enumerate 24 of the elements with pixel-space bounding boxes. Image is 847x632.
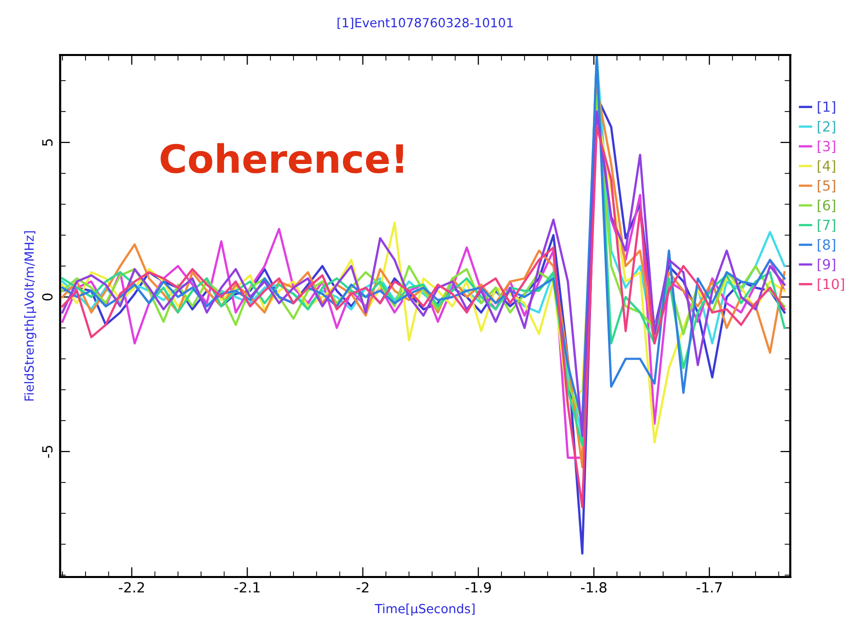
x-tick-label: -1.7 <box>696 582 722 592</box>
x-tick-label: -2.1 <box>234 582 260 592</box>
legend-label: [5] <box>818 180 836 192</box>
legend-label: [6] <box>818 200 836 212</box>
x-tick-label: -2.2 <box>118 582 144 592</box>
legend-label: [4] <box>818 160 836 173</box>
y-tick-label: 0 <box>42 293 53 300</box>
legend-label: [8] <box>818 239 836 252</box>
y-tick-label: -5 <box>42 446 53 458</box>
legend-label: [9] <box>818 258 836 272</box>
x-tick-label: -1.8 <box>580 582 606 593</box>
legend-label: [3] <box>818 140 836 154</box>
legend-label: [10] <box>818 278 844 291</box>
chart-title: [1]Event1078760328-10101 <box>338 18 513 29</box>
y-tick-label: 5 <box>42 139 53 146</box>
annotation: Coherence! <box>160 143 403 174</box>
legend-label: [1] <box>818 101 836 114</box>
x-tick-label: -2 <box>356 582 368 592</box>
x-tick-label: -1.9 <box>465 582 491 593</box>
x-axis-title: Time[μSeconds] <box>374 604 475 616</box>
line-series <box>61 126 786 508</box>
y-axis-title: FieldStrength[μVolt/m/MHz] <box>24 231 36 401</box>
legend-label: [2] <box>818 120 836 134</box>
legend-label: [7] <box>818 219 836 232</box>
